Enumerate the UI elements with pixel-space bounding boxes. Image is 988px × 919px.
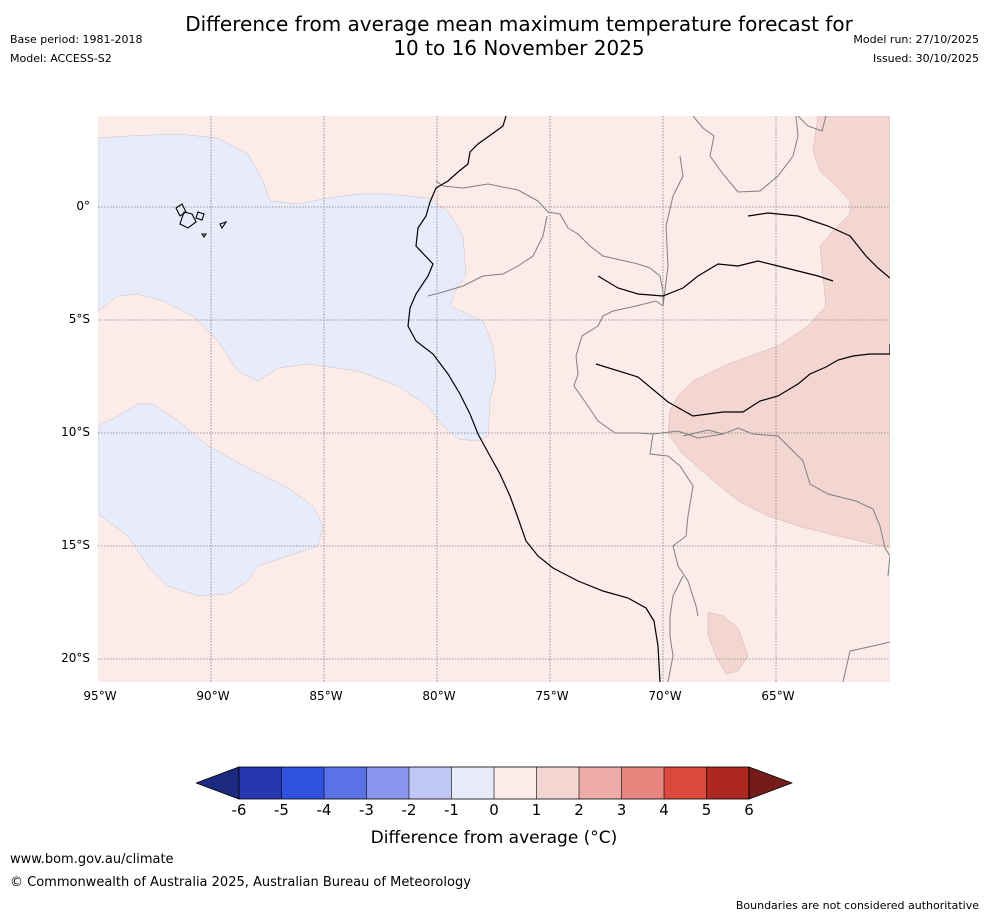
coastline [407, 116, 890, 682]
map-title: Difference from average mean maximum tem… [185, 12, 853, 60]
anomaly-region-1-to-2-south [707, 611, 749, 675]
galapagos-islands [175, 203, 228, 238]
issued-text: Issued: 30/10/2025 [872, 52, 979, 65]
country-borders [427, 116, 890, 682]
colorbar-bin-4-to-5 [664, 767, 707, 799]
colorbar-bin-1-to-2 [536, 767, 579, 799]
colorbar-extend-high [748, 766, 793, 800]
colorbar-bin-0-to-1 [494, 767, 537, 799]
colorbar-tick: -2 [401, 801, 417, 819]
lon-label-95w: 95°W [83, 689, 117, 703]
graticule [98, 116, 890, 682]
colorbar-tick: 5 [701, 801, 712, 819]
colorbar-bin-minus4-to-minus5 [281, 767, 324, 799]
colorbar-dividers [281, 767, 707, 799]
colorbar-tick: -6 [231, 801, 247, 819]
lat-label-15s: 15°S [61, 538, 90, 552]
meta-left: Base period: 1981-2018 Model: ACCESS-S2 [10, 30, 142, 68]
colorbar-tick: -5 [274, 801, 289, 819]
lon-label-65w: 65°W [761, 689, 795, 703]
colorbar-bin-minus2-to-minus3 [366, 767, 409, 799]
model-text: Model: ACCESS-S2 [10, 52, 112, 65]
colorbar-bin-5-to-6 [706, 767, 749, 799]
colorbar-bin-2-to-3 [579, 767, 622, 799]
colorbar-extend-low [196, 766, 240, 800]
colorbar-label: Difference from average (°C) [370, 828, 618, 848]
colorbar-bin-minus1-to-minus2 [409, 767, 452, 799]
colorbar-tick: 3 [616, 801, 627, 819]
colorbar-bin-minus5-to-minus6 [239, 767, 282, 799]
lat-label-5s: 5°S [68, 312, 90, 326]
lon-label-80w: 80°W [422, 689, 456, 703]
footer-disclaimer: Boundaries are not considered authoritat… [735, 899, 979, 912]
colorbar-bin-3-to-4 [621, 767, 664, 799]
colorbar [196, 766, 793, 800]
colorbar-bin-minus3-to-minus4 [324, 767, 367, 799]
colorbar-tick: 2 [574, 801, 584, 819]
anomaly-region-minus1-to-0-north [98, 133, 497, 442]
base-period-text: Base period: 1981-2018 [10, 33, 143, 46]
colorbar-tick: 6 [744, 801, 754, 819]
footer-url: www.bom.gov.au/climate [10, 852, 174, 867]
lat-label-0: 0° [76, 199, 90, 213]
colorbar-tick: -4 [316, 801, 332, 819]
colorbar-tick: -3 [359, 801, 374, 819]
meta-right: Model run: 27/10/2025 Issued: 30/10/2025 [853, 30, 979, 68]
lat-label-10s: 10°S [61, 425, 90, 439]
lon-label-75w: 75°W [535, 689, 569, 703]
colorbar-tick: 1 [531, 801, 542, 819]
lon-label-70w: 70°W [648, 689, 682, 703]
forecast-map [98, 116, 890, 682]
colorbar-tick: -1 [444, 801, 459, 819]
footer-copyright: © Commonwealth of Australia 2025, Austra… [10, 875, 471, 890]
colorbar-tick: 4 [659, 801, 669, 819]
colorbar-bin-0-to-minus1 [451, 767, 494, 799]
lon-label-90w: 90°W [196, 689, 230, 703]
lon-label-85w: 85°W [309, 689, 343, 703]
lat-label-20s: 20°S [61, 651, 90, 665]
colorbar-tick: 0 [489, 801, 499, 819]
model-run-text: Model run: 27/10/2025 [853, 33, 979, 46]
anomaly-region-1-to-2-east [667, 116, 890, 549]
